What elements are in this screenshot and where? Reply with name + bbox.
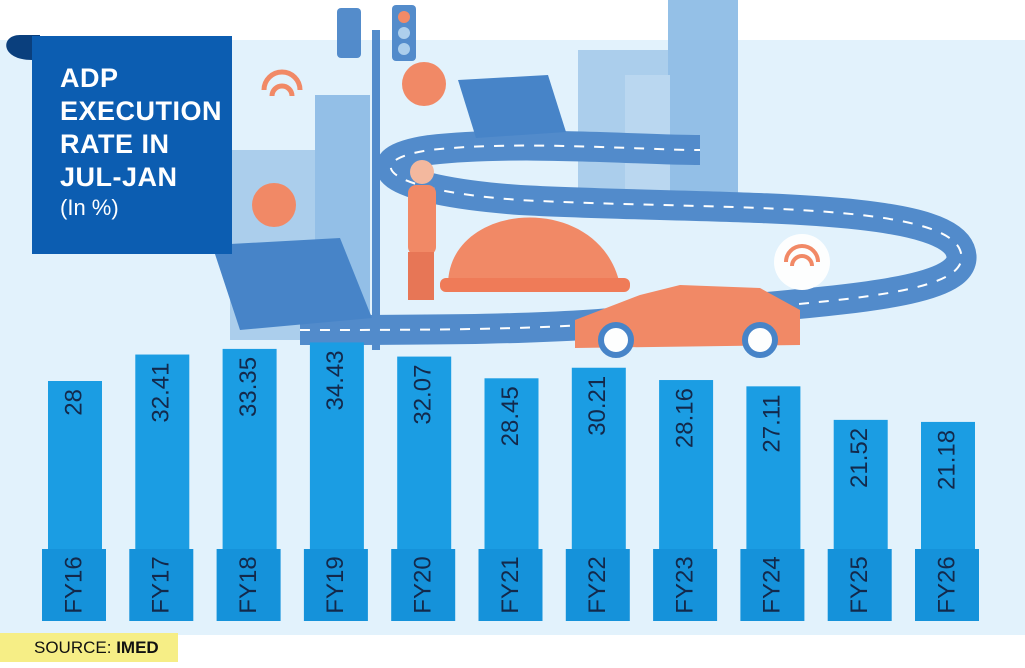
- x-tick-label: FY18: [235, 556, 262, 613]
- chart-subtitle: (In %): [60, 195, 119, 220]
- value-label: 21.18: [933, 430, 960, 490]
- bar: [659, 380, 714, 549]
- source: SOURCE: IMED: [0, 633, 178, 662]
- category-box: [42, 549, 106, 621]
- bars: 28 FY16 32.41 FY17 33.35 FY18 34.43 FY19 32.07 FY…: [42, 342, 979, 621]
- x-tick-label: FY25: [846, 556, 873, 613]
- chart-title: ADP EXECUTION RATE IN JUL-JAN: [60, 63, 223, 192]
- category-box: [216, 549, 281, 621]
- source-name: IMED: [116, 638, 159, 657]
- value-label: 30.21: [584, 376, 611, 436]
- title-box: ADP EXECUTION RATE IN JUL-JAN (In %): [32, 36, 232, 254]
- x-tick-label: FY23: [671, 556, 698, 613]
- value-label: 34.43: [322, 350, 349, 410]
- title-curl: [6, 35, 40, 60]
- x-tick-label: FY26: [933, 556, 960, 613]
- category-box: [915, 549, 979, 621]
- category-box: [565, 549, 630, 621]
- category-box: [391, 549, 456, 621]
- x-tick-label: FY17: [148, 556, 175, 613]
- illustration: [212, 0, 977, 358]
- value-label: 32.07: [410, 365, 437, 425]
- bar: [222, 348, 277, 549]
- x-tick-label: FY20: [410, 556, 437, 613]
- value-label: 21.52: [846, 428, 873, 488]
- category-box: [129, 549, 194, 621]
- bar: [571, 367, 626, 549]
- bar: [135, 354, 190, 549]
- category-box: [827, 549, 892, 621]
- bar: [921, 421, 975, 549]
- value-label: 28: [60, 389, 87, 416]
- source-label: SOURCE:: [34, 638, 112, 657]
- value-label: 32.41: [148, 363, 175, 423]
- category-box: [740, 549, 805, 621]
- bar: [484, 378, 539, 549]
- value-label: 33.35: [235, 357, 262, 417]
- bar: [397, 356, 452, 549]
- value-label: 28.45: [497, 386, 524, 446]
- bar: [833, 419, 888, 549]
- category-box: [478, 549, 543, 621]
- x-tick-label: FY22: [584, 556, 611, 613]
- x-tick-label: FY16: [60, 556, 87, 613]
- bar: [48, 381, 102, 549]
- x-tick-label: FY21: [497, 556, 524, 613]
- bar: [309, 342, 364, 549]
- x-tick-label: FY24: [759, 556, 786, 613]
- value-label: 27.11: [759, 394, 786, 452]
- category-box: [303, 549, 368, 621]
- value-label: 28.16: [671, 388, 698, 448]
- bar: [746, 386, 801, 549]
- x-tick-label: FY19: [322, 556, 349, 613]
- category-box: [653, 549, 718, 621]
